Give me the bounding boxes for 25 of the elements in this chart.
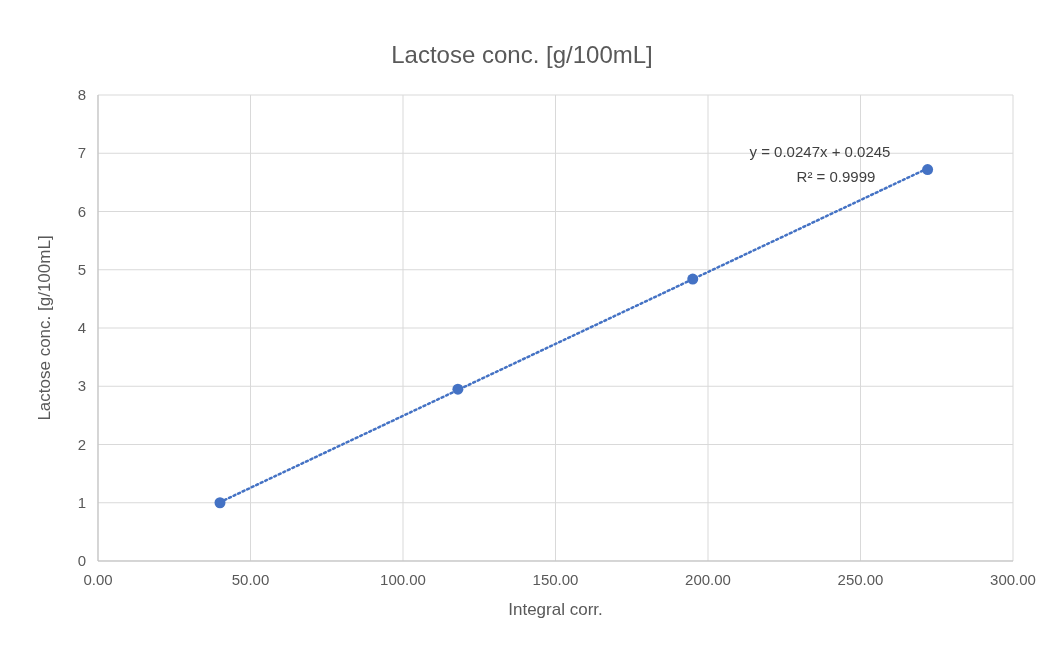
point [214, 497, 226, 509]
point [452, 383, 464, 395]
y-tick-label: 3 [77, 377, 86, 395]
y-tick-label: 7 [77, 144, 86, 162]
x-tick-label: 0.00 [83, 571, 113, 588]
y-tick-label: 8 [77, 86, 86, 103]
point [687, 273, 699, 285]
y-tick-label: 1 [77, 493, 86, 511]
y-tick-label: 0 [77, 552, 86, 569]
x-tick-label: 50.00 [231, 571, 270, 588]
y-tick-label: 4 [77, 319, 86, 336]
x-tick-label: 300.00 [990, 571, 1036, 588]
x-tick-label: 250.00 [837, 571, 884, 588]
x-tick-label: 100.00 [380, 571, 426, 588]
chart-title: Lactose conc. [g/100mL] [391, 41, 653, 68]
y-axis-title: Lactose conc. [g/100mL] [35, 235, 54, 421]
x-tick-label: 200.00 [685, 571, 731, 588]
y-tick-label: 2 [77, 435, 86, 453]
x-tick-label: 150.00 [532, 571, 579, 588]
y-tick-label: 6 [77, 202, 86, 220]
annotation: R² = 0.9999 [796, 168, 876, 185]
annotation: y = 0.0247x + 0.0245 [749, 143, 891, 160]
x-axis-title: Integral corr. [508, 600, 603, 619]
y-tick-label: 5 [77, 260, 86, 278]
point [922, 164, 934, 176]
